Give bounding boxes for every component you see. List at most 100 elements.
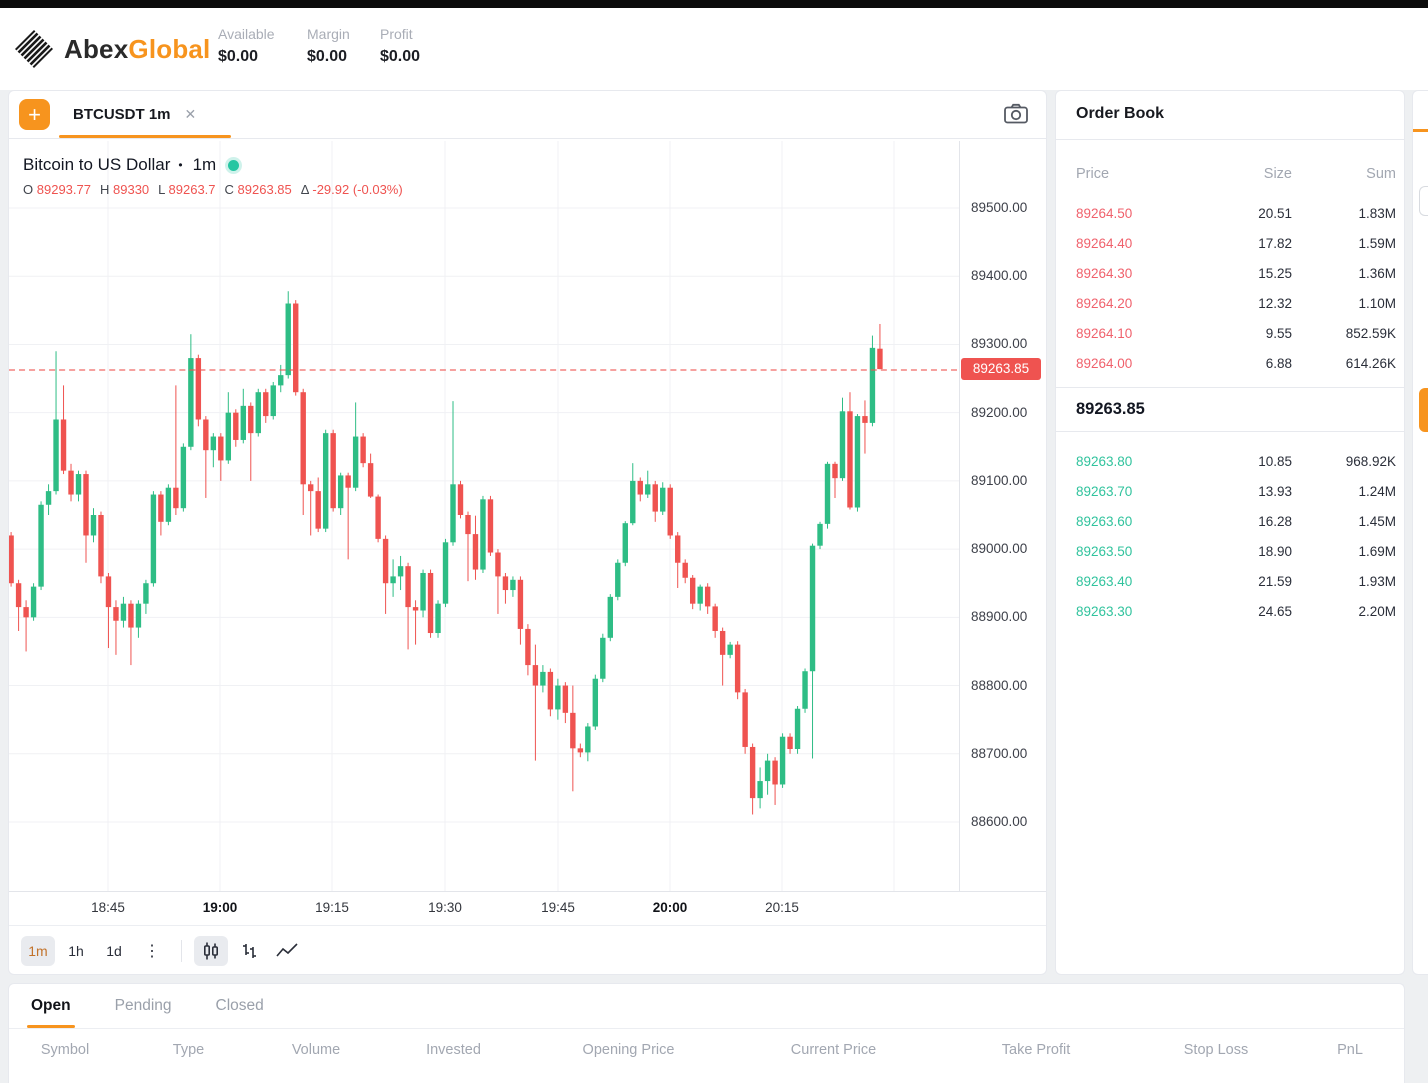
tab-pending[interactable]: Pending [115, 996, 172, 1028]
ask-sum: 1.83M [1358, 206, 1396, 221]
brand-logo[interactable]: AbexGlobal [12, 22, 211, 76]
candle [645, 470, 651, 498]
chart-plot-area[interactable]: 89500.00 89400.00 89300.00 89200.00 89100.00… [9, 141, 1046, 891]
candle [293, 300, 299, 396]
bid-row[interactable]: 89263.30 24.65 2.20M [1056, 597, 1404, 627]
bars-style-button[interactable] [232, 936, 266, 966]
order-book-column-size: Size [1263, 166, 1292, 182]
candle [9, 532, 14, 587]
more-intervals-button[interactable]: ⋮ [135, 936, 169, 966]
ask-size: 6.88 [1265, 356, 1292, 371]
buy-button-partial[interactable] [1419, 388, 1428, 432]
candle [727, 641, 733, 659]
candle [502, 572, 509, 604]
candle [120, 596, 127, 628]
ask-sum: 1.36M [1358, 266, 1396, 281]
price-tick-label: 89300.00 [971, 336, 1028, 352]
order-book-mid-price: 89263.85 [1076, 400, 1145, 418]
candle [420, 569, 426, 618]
bars-icon [243, 943, 256, 958]
candle [158, 491, 164, 536]
tab-open[interactable]: Open [27, 996, 75, 1028]
ask-size: 9.55 [1265, 326, 1292, 341]
bid-price: 89263.50 [1076, 544, 1133, 559]
candle [787, 733, 793, 754]
candle [15, 579, 22, 631]
tab-title: BTCUSDT 1m [73, 106, 171, 123]
ask-sum: 852.59K [1345, 326, 1396, 341]
stat-label: Margin [307, 26, 350, 42]
bid-size: 10.85 [1258, 454, 1292, 469]
interval-1m-button[interactable]: 1m [21, 935, 55, 966]
time-axis[interactable]: 18:45 19:00 19:15 19:30 19:45 20:00 20:15 [9, 891, 1046, 925]
bid-row[interactable]: 89263.60 16.28 1.45M [1056, 507, 1404, 537]
positions-column-pnl: PnL [1337, 1042, 1363, 1058]
stat-value: $0.00 [380, 48, 421, 65]
ask-row[interactable]: 89264.20 12.32 1.10M [1056, 289, 1404, 319]
bid-row[interactable]: 89263.50 18.90 1.69M [1056, 537, 1404, 567]
order-book-column-price: Price [1076, 166, 1110, 182]
price-tick-label: 89400.00 [971, 268, 1028, 284]
candle [30, 583, 37, 621]
candle [442, 538, 449, 608]
price-tick-label: 89200.00 [971, 404, 1028, 420]
ask-sum: 1.59M [1358, 236, 1396, 251]
candle [585, 723, 591, 762]
interval-1d-button[interactable]: 1d [97, 936, 131, 966]
candle [225, 392, 232, 464]
bid-size: 24.65 [1258, 604, 1292, 619]
trade-input-partial[interactable] [1419, 186, 1428, 216]
positions-column-invested: Invested [426, 1042, 481, 1058]
candle [45, 484, 52, 515]
line-chart-icon [276, 942, 298, 957]
candle [682, 559, 688, 584]
line-style-button[interactable] [270, 936, 304, 966]
candle [150, 491, 157, 587]
interval-1h-button[interactable]: 1h [59, 936, 93, 966]
bid-row[interactable]: 89263.80 10.85 968.92K [1056, 447, 1404, 477]
close-tab-icon[interactable]: ✕ [184, 106, 197, 122]
candlestick-chart[interactable] [9, 141, 959, 891]
time-tick-label: 18:45 [91, 900, 125, 915]
price-tick-label: 88700.00 [971, 745, 1028, 761]
bid-price: 89263.30 [1076, 604, 1133, 619]
legend-separator: • [178, 158, 183, 172]
candle [824, 461, 831, 529]
tab-btcusdt-1m[interactable]: BTCUSDT 1m ✕ [59, 91, 210, 138]
candlestick-icon [203, 942, 219, 959]
candle [817, 521, 823, 550]
tab-closed[interactable]: Closed [216, 996, 264, 1028]
ask-row[interactable]: 89264.50 20.51 1.83M [1056, 199, 1404, 229]
ask-row[interactable]: 89264.00 6.88 614.26K [1056, 349, 1404, 379]
bid-row[interactable]: 89263.70 13.93 1.24M [1056, 477, 1404, 507]
ask-row[interactable]: 89264.10 9.55 852.59K [1056, 319, 1404, 349]
price-tick-label: 88600.00 [971, 814, 1028, 829]
candle [510, 576, 516, 597]
candle [83, 470, 89, 563]
candlestick-style-button[interactable] [194, 935, 228, 966]
time-tick-label: 19:15 [315, 900, 349, 915]
candle [375, 494, 381, 543]
candle [525, 624, 531, 676]
candle [248, 402, 254, 481]
bid-row[interactable]: 89263.40 21.59 1.93M [1056, 567, 1404, 597]
positions-column-volume: Volume [291, 1042, 341, 1058]
candle [218, 433, 224, 481]
candle [382, 535, 389, 614]
candle [847, 392, 853, 510]
ask-row[interactable]: 89264.30 15.25 1.36M [1056, 259, 1404, 289]
trade-tab-underline-partial [1413, 129, 1428, 132]
ask-row[interactable]: 89264.40 17.82 1.59M [1056, 229, 1404, 259]
stat-label: Profit [380, 26, 413, 42]
add-chart-button[interactable]: + [19, 99, 50, 130]
candle [869, 335, 876, 427]
screenshot-camera-button[interactable] [1000, 100, 1032, 130]
price-tick-label: 89000.00 [971, 541, 1028, 557]
ask-price: 89264.20 [1076, 296, 1133, 311]
candle [472, 515, 479, 580]
bid-size: 18.90 [1258, 544, 1292, 559]
candle [98, 511, 104, 584]
app-header: AbexGlobal Available $0.00 Margin $0.00 … [0, 8, 1428, 90]
candle [854, 414, 861, 512]
chart-tabstrip: + BTCUSDT 1m ✕ [9, 91, 1046, 139]
